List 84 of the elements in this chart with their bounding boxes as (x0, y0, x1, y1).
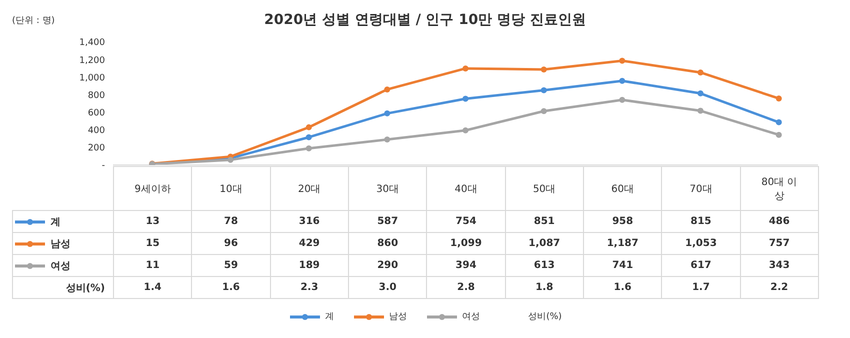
data-label: 757 (740, 232, 818, 254)
text: 남성 (389, 312, 408, 322)
text: 여성 (462, 312, 480, 322)
text: 1.4 (114, 276, 192, 298)
chart-title: 2020년 성별 연령대별 / 인구 10만 명당 진료인원 (264, 12, 586, 28)
text: 2.8 (426, 276, 506, 298)
data-label: 15 (114, 232, 192, 254)
x-tick-label: 40대 (426, 166, 506, 210)
text: 성비(%) (12, 276, 114, 298)
text: 1.8 (505, 276, 584, 298)
data-label: 815 (662, 210, 740, 232)
y-tick-label: 200 (88, 144, 106, 154)
point (698, 69, 704, 76)
text: 성비(%) (528, 312, 562, 322)
point (462, 96, 468, 102)
data-label: 11 (114, 254, 192, 276)
data-label: 741 (583, 254, 662, 276)
point (540, 66, 547, 72)
data-label: 316 (270, 210, 348, 232)
y-tick-label: 1,400 (79, 38, 106, 48)
x-tick-label: 80대 이상 (740, 166, 818, 210)
text: 2.2 (740, 276, 818, 298)
data-label: 851 (505, 210, 584, 232)
point (384, 110, 390, 116)
x-tick-label: 70대 (662, 166, 740, 210)
text: 1.7 (662, 276, 740, 298)
y-tick-label: 600 (88, 108, 106, 118)
y-tick-label: - (102, 161, 105, 172)
data-label: 754 (426, 210, 506, 232)
data-label: 617 (662, 254, 740, 276)
x-tick-label: 60대 (583, 166, 662, 210)
text: 1.6 (583, 276, 662, 298)
data-label: 96 (192, 232, 270, 254)
y-tick-label: 1,200 (79, 56, 106, 66)
y-axis-title: (단위 : 명) (12, 15, 55, 27)
text: 2.3 (270, 276, 348, 298)
legend-label: 계 (50, 216, 60, 228)
point (698, 90, 704, 96)
point (384, 136, 390, 143)
data-label: 1,187 (583, 232, 662, 254)
point (306, 134, 312, 140)
data-label: 613 (505, 254, 584, 276)
data-label: 860 (348, 232, 427, 254)
data-label: 429 (270, 232, 348, 254)
point (306, 145, 312, 152)
x-tick-label: 50대 (505, 166, 584, 210)
data-label: 1,099 (426, 232, 506, 254)
data-label: 958 (583, 210, 662, 232)
data-label: 13 (114, 210, 192, 232)
legend-label: 남성 (50, 238, 70, 250)
point (540, 87, 547, 94)
data-label: 290 (348, 254, 427, 276)
data-label: 1,053 (662, 232, 740, 254)
point (619, 96, 626, 103)
point (776, 132, 782, 138)
point (776, 119, 782, 126)
data-label: 1,087 (505, 232, 584, 254)
legend-label: 여성 (50, 260, 70, 272)
data-label: 486 (740, 210, 818, 232)
point (462, 127, 468, 134)
point (619, 78, 626, 84)
y-tick-label: 800 (88, 90, 106, 101)
data-label: 189 (270, 254, 348, 276)
text: 3.0 (348, 276, 427, 298)
point (462, 65, 468, 72)
point (698, 108, 704, 114)
point (619, 58, 626, 64)
point (540, 108, 547, 114)
x-tick-label: 30대 (348, 166, 427, 210)
x-tick-label: 10대 (192, 166, 270, 210)
data-label: 587 (348, 210, 427, 232)
point (776, 95, 782, 102)
y-tick-label: 400 (88, 126, 106, 136)
data-label: 343 (740, 254, 818, 276)
point (306, 124, 312, 130)
x-tick-label: 9세이하 (114, 166, 192, 210)
x-tick-label: 20대 (270, 166, 348, 210)
point (384, 86, 390, 92)
y-tick-label: 1,000 (79, 73, 106, 84)
data-label: 59 (192, 254, 270, 276)
text: 계 (325, 312, 334, 322)
data-label: 78 (192, 210, 270, 232)
text: 1.6 (192, 276, 270, 298)
data-label: 394 (426, 254, 506, 276)
